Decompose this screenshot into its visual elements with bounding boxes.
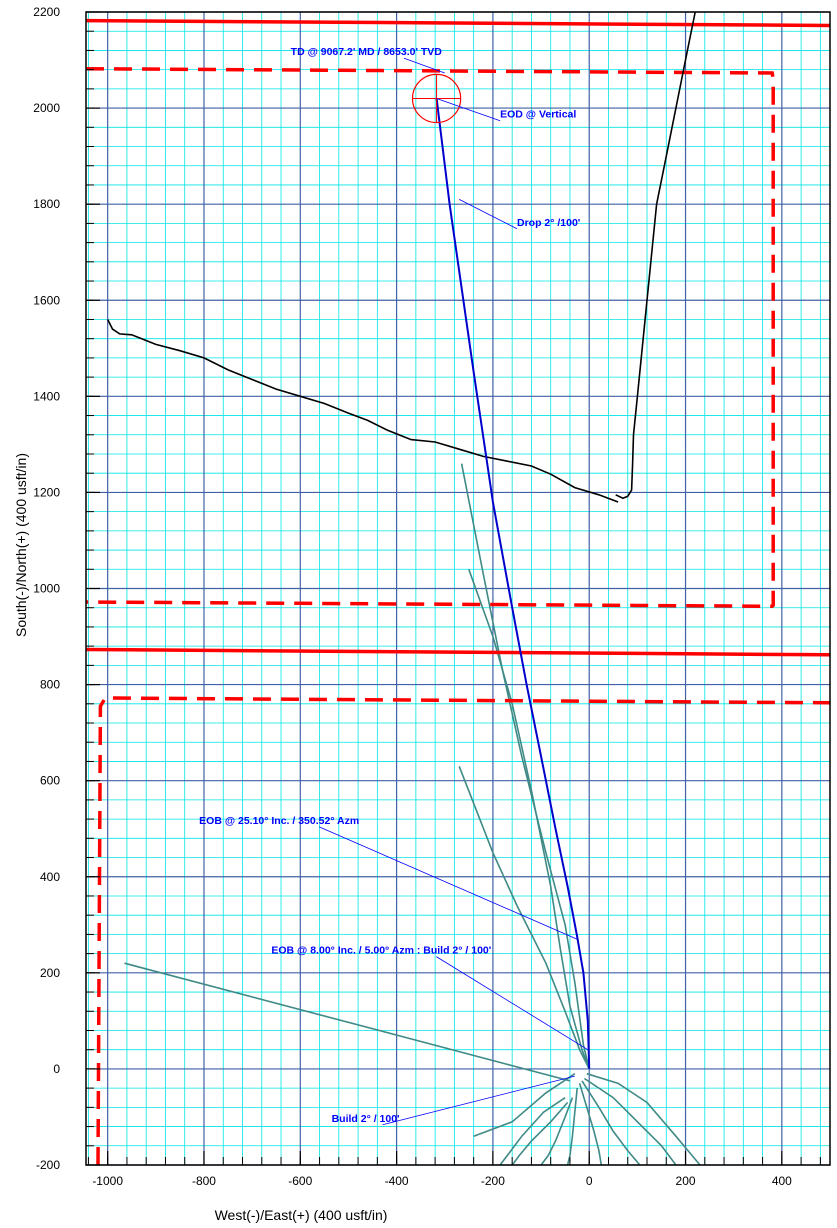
plan-well <box>435 98 591 1069</box>
lease-lines <box>85 18 831 1166</box>
x-tick-label: -200 <box>481 1174 505 1188</box>
annotation-leader-line <box>319 826 578 940</box>
offset-well-line <box>468 569 590 1070</box>
x-tick-label: -400 <box>385 1174 409 1188</box>
lease-line-solid <box>85 18 831 28</box>
offset-well-line <box>124 962 571 1082</box>
y-tick-label: -200 <box>36 1158 60 1172</box>
y-axis-title: South(-)/North(+) (400 usft/in) <box>13 453 29 637</box>
offset-wells <box>124 463 701 1166</box>
y-tick-label: 2200 <box>33 5 60 19</box>
y-tick-label: 1200 <box>33 485 60 499</box>
offset-well-line <box>511 1101 569 1166</box>
annotation-label: Drop 2° /100' <box>517 217 580 229</box>
offset-well-line <box>578 1083 603 1166</box>
annotation-label: EOB @ 25.10° Inc. / 350.52° Azm <box>199 815 359 827</box>
axes: -1000 -800 -600 -400 -200 0 200 400 -200 0 200 400 6… <box>33 5 831 1188</box>
lease-line-solid <box>85 647 831 657</box>
offset-well-line <box>586 1072 701 1166</box>
offset-well-line <box>583 1077 677 1166</box>
lease-line-dashed <box>96 696 831 1166</box>
survey-lines <box>106 11 696 503</box>
annotation-leader-line <box>459 199 518 230</box>
offset-well-line <box>499 1097 566 1166</box>
y-tick-label: 1000 <box>33 582 60 596</box>
y-tick-label: 1600 <box>33 293 60 307</box>
offset-well-line <box>581 1080 641 1166</box>
annotation-label: TD @ 9067.2' MD / 8653.0' TVD <box>291 46 443 58</box>
y-tick-label: 200 <box>40 966 60 980</box>
annotation-label: EOD @ Vertical <box>500 109 576 121</box>
annotation-leader-line <box>403 57 445 74</box>
x-tick-label: -600 <box>288 1174 312 1188</box>
x-tick-label: 200 <box>676 1174 696 1188</box>
annotation-leader-line <box>436 98 501 122</box>
x-tick-label: -800 <box>192 1174 216 1188</box>
survey-line <box>106 319 619 503</box>
offset-well-line <box>473 1073 576 1137</box>
y-tick-label: 2000 <box>33 101 60 115</box>
plan-well-line <box>435 98 591 1069</box>
x-axis-title: West(-)/East(+) (400 usft/in) <box>215 1207 388 1223</box>
y-tick-label: 800 <box>40 678 60 692</box>
annotations: TD @ 9067.2' MD / 8653.0' TVD EOD @ Verti… <box>199 46 588 1126</box>
lease-line-dashed <box>85 66 775 609</box>
annotation-label: Build 2° / 100' <box>332 1113 400 1125</box>
y-tick-label: 0 <box>53 1062 60 1076</box>
annotation-leader-line <box>382 1075 575 1126</box>
annotation-leader-line <box>436 956 588 1051</box>
x-tick-label: 0 <box>586 1174 593 1188</box>
offset-well-line <box>460 463 590 1070</box>
offset-well-line <box>566 1088 578 1166</box>
y-tick-label: 1800 <box>33 197 60 211</box>
y-tick-label: 400 <box>40 870 60 884</box>
y-tick-label: 1400 <box>33 389 60 403</box>
offset-well-line <box>458 766 590 1070</box>
offset-well-line <box>540 1097 574 1166</box>
x-tick-label: -1000 <box>92 1174 123 1188</box>
x-tick-label: 400 <box>772 1174 792 1188</box>
annotation-label: EOB @ 8.00° Inc. / 5.00° Azm : Build 2° … <box>271 945 491 957</box>
y-tick-label: 600 <box>40 774 60 788</box>
survey-line <box>615 11 696 500</box>
